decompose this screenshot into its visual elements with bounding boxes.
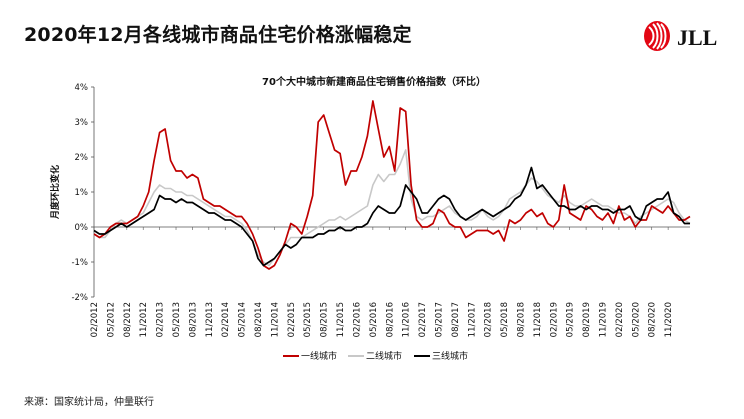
x-tick-label: 08/2019 <box>582 302 592 337</box>
x-tick-label: 02/2013 <box>156 302 166 337</box>
x-tick-label: 02/2012 <box>90 302 100 337</box>
y-tick-label: -1% <box>71 258 88 268</box>
y-tick-label: -2% <box>71 293 88 303</box>
x-tick-label: 11/2018 <box>533 302 543 337</box>
x-tick-label: 02/2018 <box>484 302 494 337</box>
x-tick-label: 11/2017 <box>467 302 477 337</box>
y-axis-label: 月度环比变化 <box>49 165 61 220</box>
x-tick-label: 11/2020 <box>664 302 674 337</box>
x-tick-label: 05/2013 <box>172 302 182 337</box>
y-tick-label: 4% <box>75 83 89 93</box>
chart-axes: -2% -1% 0% 1% 2% 3% 4% 02/2012 05/2012 08/2012 11/… <box>71 83 690 337</box>
series-line-2 <box>93 149 691 267</box>
x-tick-label: 05/2012 <box>106 302 116 337</box>
x-tick-label: 08/2015 <box>320 302 330 337</box>
x-tick-label: 05/2014 <box>238 302 248 337</box>
jll-logo-icon: JLL <box>644 21 717 51</box>
legend-label: 二线城市 <box>366 350 402 362</box>
x-tick-label: 05/2018 <box>500 302 510 337</box>
x-tick-label: 11/2016 <box>402 302 412 337</box>
x-tick-label: 08/2014 <box>254 302 264 337</box>
chart-title: 70个大中城市新建商品住宅销售价格指数（环比） <box>262 75 486 88</box>
x-tick-label: 05/2016 <box>369 302 379 337</box>
x-tick-label: 11/2013 <box>205 302 215 337</box>
x-tick-label: 02/2020 <box>615 302 625 337</box>
legend-label: 一线城市 <box>301 350 337 362</box>
x-tick-label: 02/2019 <box>549 302 559 337</box>
x-tick-label: 11/2015 <box>336 302 346 337</box>
x-tick-label: 11/2012 <box>139 302 149 337</box>
y-tick-label: 1% <box>75 188 89 198</box>
x-tick-label: 05/2015 <box>303 302 313 337</box>
series-line-3 <box>93 166 690 267</box>
source-note: 来源：国家统计局，仲量联行 <box>24 397 154 408</box>
price-index-line-chart: 70个大中城市新建商品住宅销售价格指数（环比） 月度环比变化 -2% -1% 0% 1… <box>49 75 691 362</box>
x-tick-label: 02/2015 <box>287 302 297 337</box>
x-tick-label: 08/2016 <box>385 302 395 337</box>
legend-label: 三线城市 <box>432 350 468 362</box>
x-tick-label: 08/2020 <box>648 302 658 337</box>
x-tick-label: 02/2016 <box>352 302 362 337</box>
chart-series <box>93 100 691 270</box>
x-tick-label: 08/2012 <box>123 302 133 337</box>
jll-logo-wordmark: JLL <box>677 25 717 50</box>
x-tick-label: 08/2017 <box>451 302 461 337</box>
page-title: 2020年12月各线城市商品住宅价格涨幅稳定 <box>24 24 412 46</box>
y-tick-label: 3% <box>75 118 89 128</box>
x-tick-label: 08/2013 <box>188 302 198 337</box>
x-tick-label: 11/2014 <box>270 302 280 337</box>
y-tick-label: 0% <box>75 223 89 233</box>
x-tick-label: 08/2018 <box>516 302 526 337</box>
y-tick-label: 2% <box>75 153 89 163</box>
chart-legend: 一线城市 二线城市 三线城市 <box>283 350 468 362</box>
x-tick-label: 02/2014 <box>221 302 231 337</box>
x-tick-label: 05/2017 <box>434 302 444 337</box>
jll-logo-mark <box>644 21 670 51</box>
x-tick-label: 05/2019 <box>566 302 576 337</box>
x-tick-label: 05/2020 <box>631 302 641 337</box>
series-line-1 <box>93 100 691 270</box>
x-tick-label: 11/2019 <box>599 302 609 337</box>
x-tick-label: 02/2017 <box>418 302 428 337</box>
